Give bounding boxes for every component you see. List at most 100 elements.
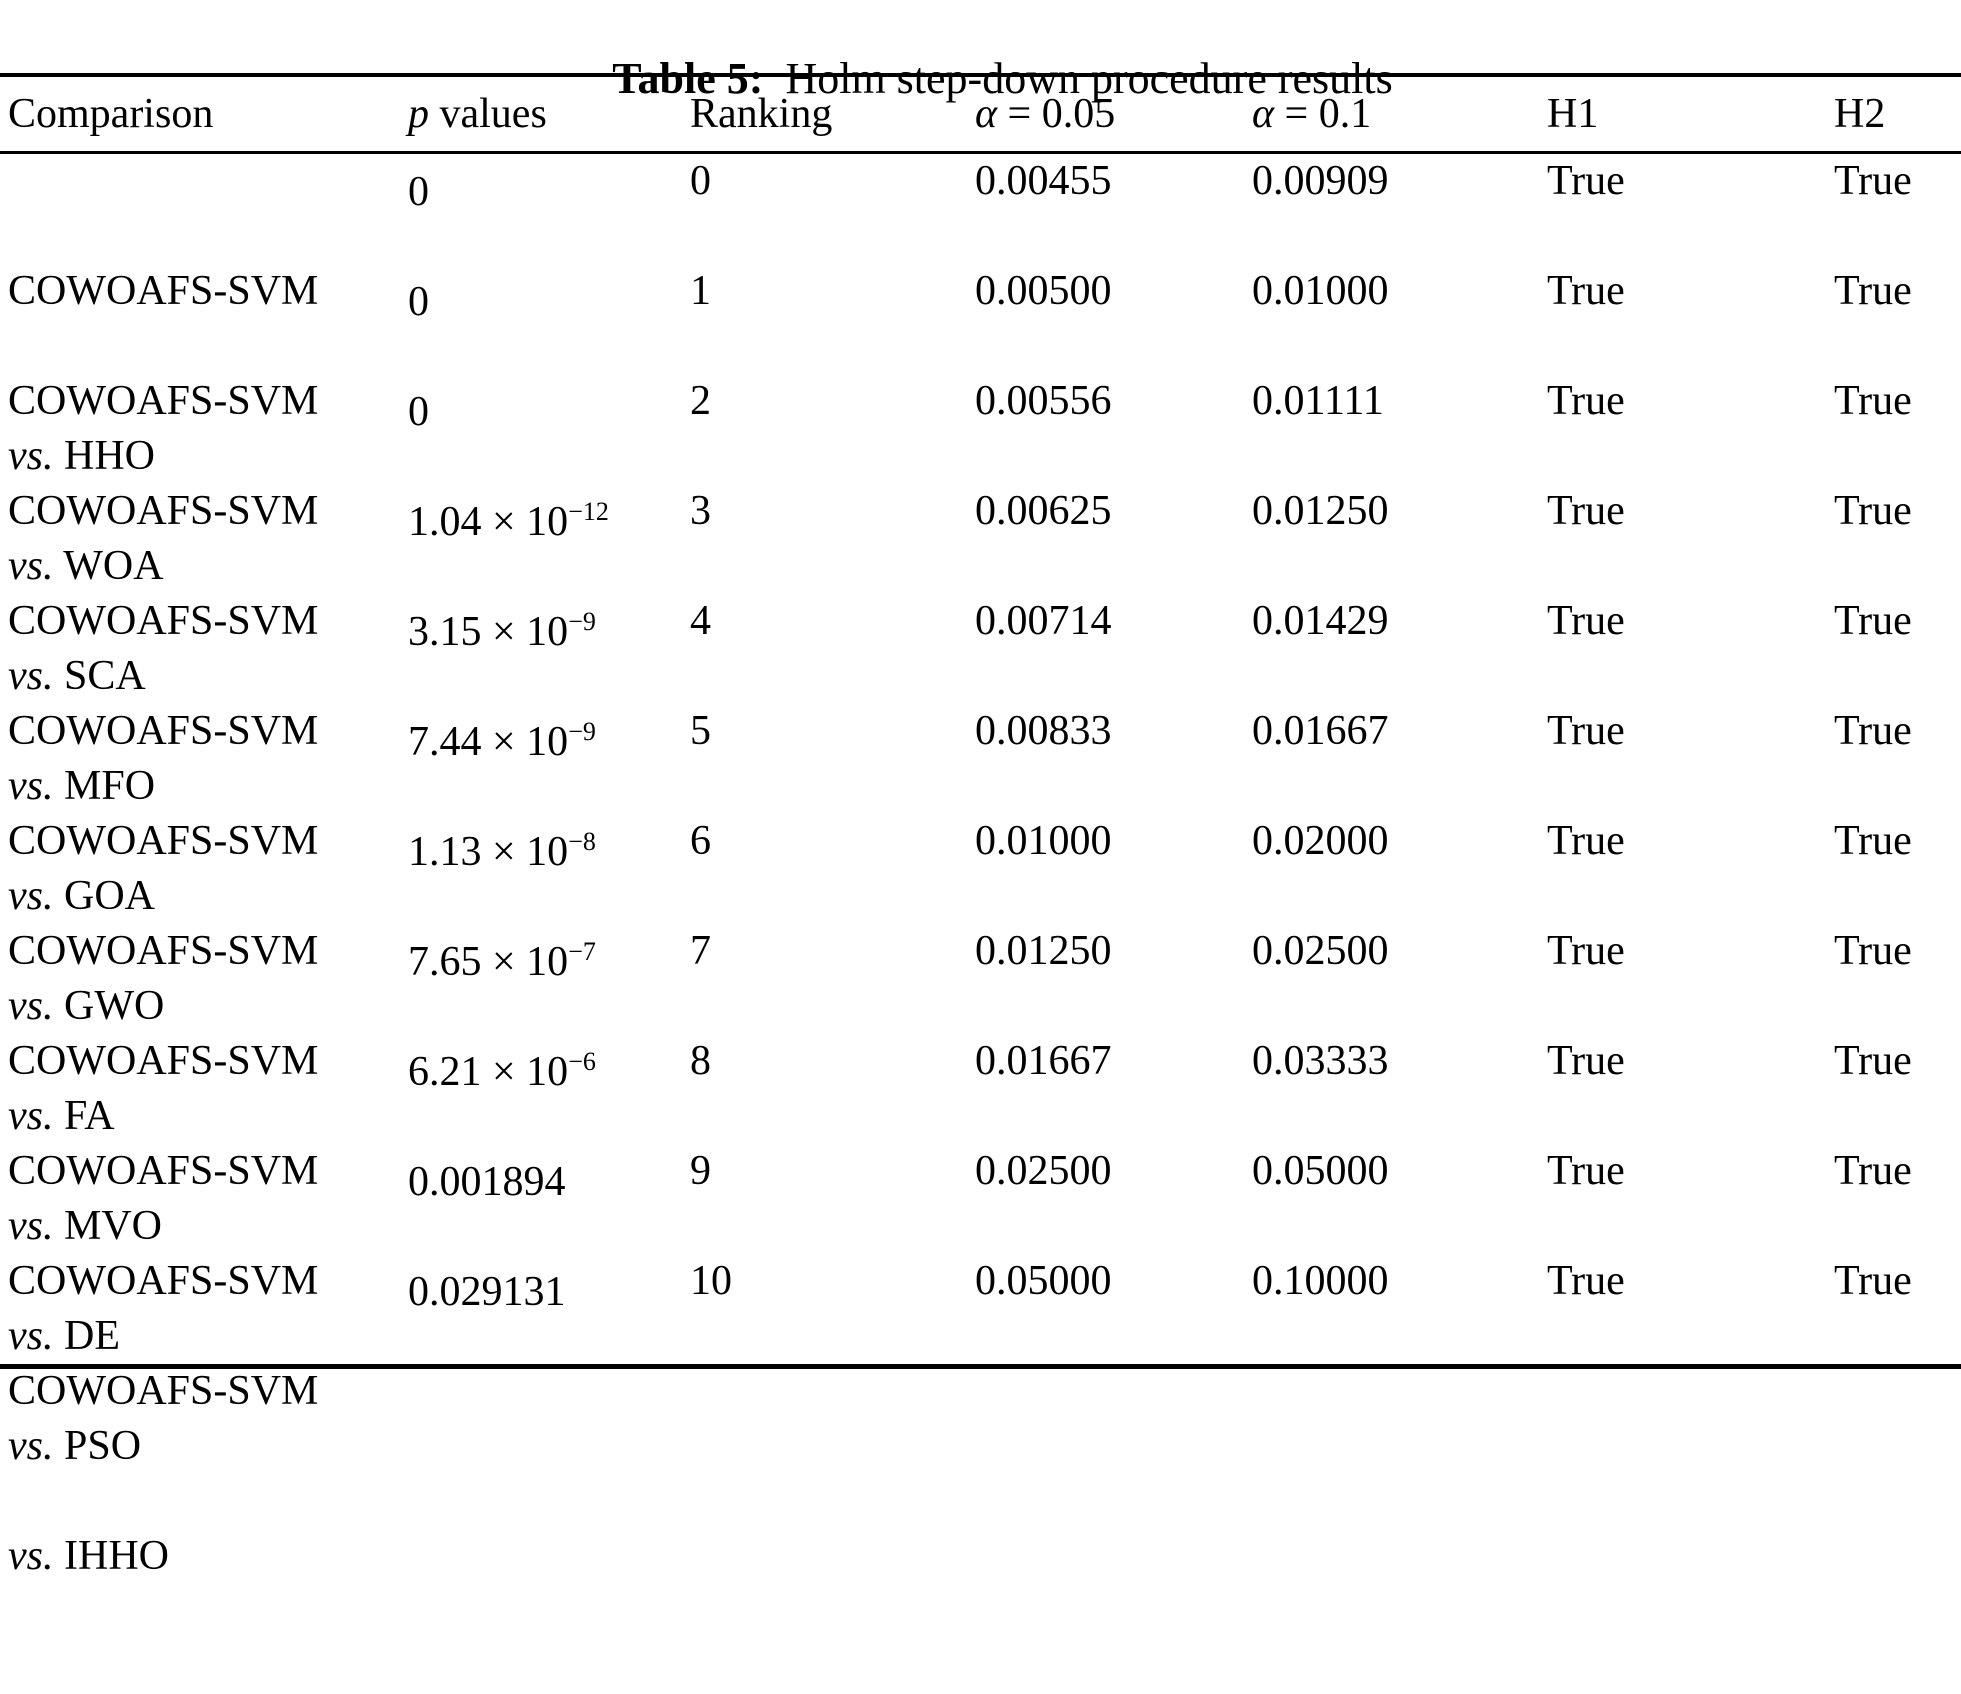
h2-cell: True — [1834, 1038, 1912, 1084]
comparison-spacer — [54, 1423, 65, 1469]
comparison-opponent-line: vs. MFO — [8, 759, 408, 814]
comparison-algorithm: COWOAFS-SVM — [8, 1148, 319, 1194]
p-value-mantissa: 7.65 × 10 — [408, 939, 569, 985]
h1-cell: True — [1547, 928, 1625, 974]
header-alpha-01-rest: = 0.1 — [1274, 91, 1372, 137]
vs-label: vs. — [8, 1313, 54, 1359]
header-alpha-005: α = 0.05 — [975, 90, 1252, 138]
h1-cell: True — [1547, 378, 1625, 424]
h2-cell: True — [1834, 928, 1912, 974]
header-p-symbol: p — [408, 91, 429, 137]
vs-label: vs. — [8, 433, 54, 479]
alpha-005-cell: 0.01250 — [975, 928, 1112, 974]
header-h1: H1 — [1547, 91, 1599, 137]
comparison-algorithm: COWOAFS-SVM — [8, 488, 319, 534]
alpha-01-cell: 0.10000 — [1252, 1258, 1389, 1304]
comparison-opponent-line: vs. GOA — [8, 869, 408, 924]
opponent-name: FA — [64, 1093, 115, 1139]
h2-cell: True — [1834, 378, 1912, 424]
ranking-cell: 7 — [690, 928, 711, 974]
alpha-005-cell: 0.00556 — [975, 378, 1112, 424]
comparison-cell: COWOAFS-SVM vs. DE — [8, 1034, 408, 1359]
alpha-symbol: α — [1252, 91, 1275, 137]
comparison-opponent-line: vs. PSO — [8, 1419, 408, 1474]
comparison-cell: COWOAFS-SVM vs. HHO — [8, 154, 408, 479]
table-row: COWOAFS-SVM vs. MVO 7.65 × 10−7 7 0.0125… — [0, 924, 1961, 1249]
p-value-cell: 1.04 × 10−12 — [408, 484, 690, 594]
header-p-rest: values — [429, 91, 547, 137]
comparison-cell: COWOAFS-SVM vs. WOA — [8, 264, 408, 589]
p-value-cell: 3.15 × 10−9 — [408, 594, 690, 704]
table-row: COWOAFS-SVM vs. DE 6.21 × 10−6 8 0.01667… — [0, 1034, 1961, 1359]
ranking-cell: 8 — [690, 1038, 711, 1084]
alpha-01-cell: 0.01000 — [1252, 268, 1389, 314]
h2-cell: True — [1834, 598, 1912, 644]
vs-label: vs. — [8, 983, 54, 1029]
comparison-algorithm: COWOAFS-SVM — [8, 598, 319, 644]
alpha-01-cell: 0.00909 — [1252, 158, 1389, 204]
table-row: COWOAFS-SVM vs. GOA 3.15 × 10−9 4 0.0071… — [0, 594, 1961, 919]
comparison-algorithm: COWOAFS-SVM — [8, 818, 319, 864]
h2-cell: True — [1834, 488, 1912, 534]
comparison-algorithm: COWOAFS-SVM — [8, 708, 319, 754]
vs-label: vs. — [8, 1203, 54, 1249]
opponent-name: GWO — [64, 983, 165, 1029]
alpha-005-cell: 0.01000 — [975, 818, 1112, 864]
vs-label: vs. — [8, 873, 54, 919]
comparison-algorithm: COWOAFS-SVM — [8, 378, 319, 424]
header-ranking: Ranking — [690, 91, 833, 137]
p-value-mantissa: 0.001894 — [408, 1159, 566, 1205]
alpha-005-cell: 0.02500 — [975, 1148, 1112, 1194]
header-rule — [0, 151, 1961, 154]
ranking-cell: 5 — [690, 708, 711, 754]
alpha-005-cell: 0.01667 — [975, 1038, 1112, 1084]
comparison-cell: COWOAFS-SVM vs. FA — [8, 814, 408, 1139]
table-row: COWOAFS-SVM vs. GWO 7.44 × 10−9 5 0.0083… — [0, 704, 1961, 1029]
comparison-algorithm: COWOAFS-SVM — [8, 1258, 319, 1304]
comparison-cell: COWOAFS-SVM vs. MFO — [8, 484, 408, 809]
opponent-name: MVO — [64, 1203, 163, 1249]
header-comparison: Comparison — [8, 91, 214, 137]
bottom-rule — [0, 1364, 1961, 1369]
p-value-mantissa: 0 — [408, 389, 429, 435]
h1-cell: True — [1547, 818, 1625, 864]
comparison-cell: COWOAFS-SVM vs. SCA — [8, 374, 408, 699]
opponent-name: MFO — [64, 763, 156, 809]
table-caption: Table 5: Holm step-down procedure result… — [0, 0, 1961, 154]
h1-cell: True — [1547, 1038, 1625, 1084]
header-alpha-01: α = 0.1 — [1252, 90, 1547, 138]
table-caption-text: Holm step-down procedure results — [763, 54, 1393, 103]
alpha-005-cell: 0.00455 — [975, 158, 1112, 204]
p-value-mantissa: 1.13 × 10 — [408, 829, 569, 875]
ranking-cell: 9 — [690, 1148, 711, 1194]
header-row: Comparison p values Ranking α = 0.05 α =… — [0, 77, 1961, 151]
p-value-cell: 0.001894 — [408, 1144, 690, 1254]
opponent-name: IHHO — [64, 1533, 169, 1579]
comparison-algorithm: COWOAFS-SVM — [8, 268, 319, 314]
alpha-005-cell: 0.05000 — [975, 1258, 1112, 1304]
comparison-opponent-line: vs. FA — [8, 1089, 408, 1144]
p-value-exponent: −9 — [568, 607, 596, 636]
alpha-01-cell: 0.01667 — [1252, 708, 1389, 754]
comparison-algorithm: COWOAFS-SVM — [8, 1038, 319, 1084]
p-value-cell: 7.65 × 10−7 — [408, 924, 690, 1034]
h1-cell: True — [1547, 268, 1625, 314]
comparison-spacer — [54, 1533, 65, 1579]
p-value-cell: 0 — [408, 154, 690, 264]
table-row: COWOAFS-SVM vs. PSO 0.001894 9 0.02500 0… — [0, 1144, 1961, 1469]
ranking-cell: 1 — [690, 268, 711, 314]
p-value-mantissa: 1.04 × 10 — [408, 499, 569, 545]
comparison-opponent-line: vs. GWO — [8, 979, 408, 1034]
h1-cell: True — [1547, 488, 1625, 534]
comparison-cell: COWOAFS-SVM vs. IHHO — [8, 1254, 408, 1579]
alpha-01-cell: 0.03333 — [1252, 1038, 1389, 1084]
comparison-cell: COWOAFS-SVM vs. GOA — [8, 594, 408, 919]
alpha-005-cell: 0.00714 — [975, 598, 1112, 644]
p-value-cell: 0 — [408, 374, 690, 484]
h2-cell: True — [1834, 268, 1912, 314]
p-value-mantissa: 0 — [408, 169, 429, 215]
h2-cell: True — [1834, 1148, 1912, 1194]
table-row: COWOAFS-SVM vs. IHHO 0.029131 10 0.05000… — [0, 1254, 1961, 1579]
opponent-name: WOA — [63, 543, 164, 589]
h1-cell: True — [1547, 598, 1625, 644]
